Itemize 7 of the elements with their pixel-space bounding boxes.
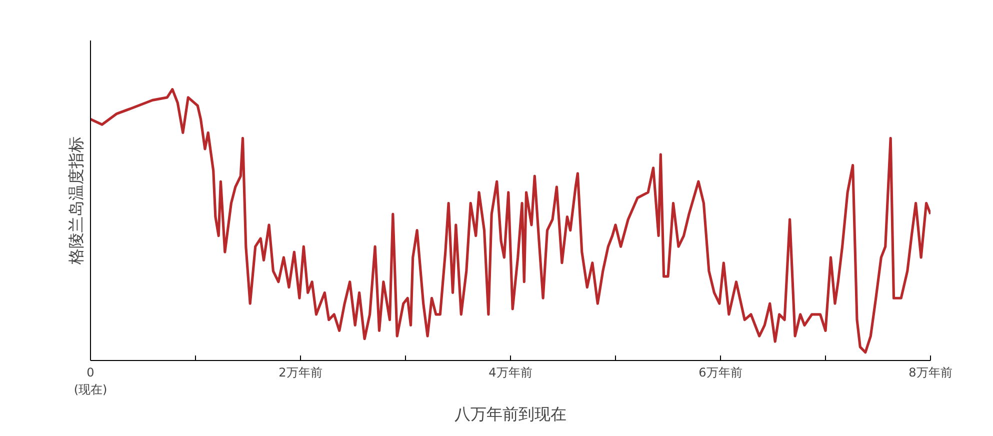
x-tick-label: 0 (现在) [74,366,108,396]
x-axis-title: 八万年前到现在 [454,404,566,424]
x-tick-label: 4万年前 [488,366,532,380]
y-axis-title: 格陵兰岛温度指标 [66,136,86,266]
x-tick-label: 6万年前 [698,366,742,380]
x-tick-label: 8万年前 [908,366,952,380]
x-tick-label: 2万年前 [278,366,322,380]
